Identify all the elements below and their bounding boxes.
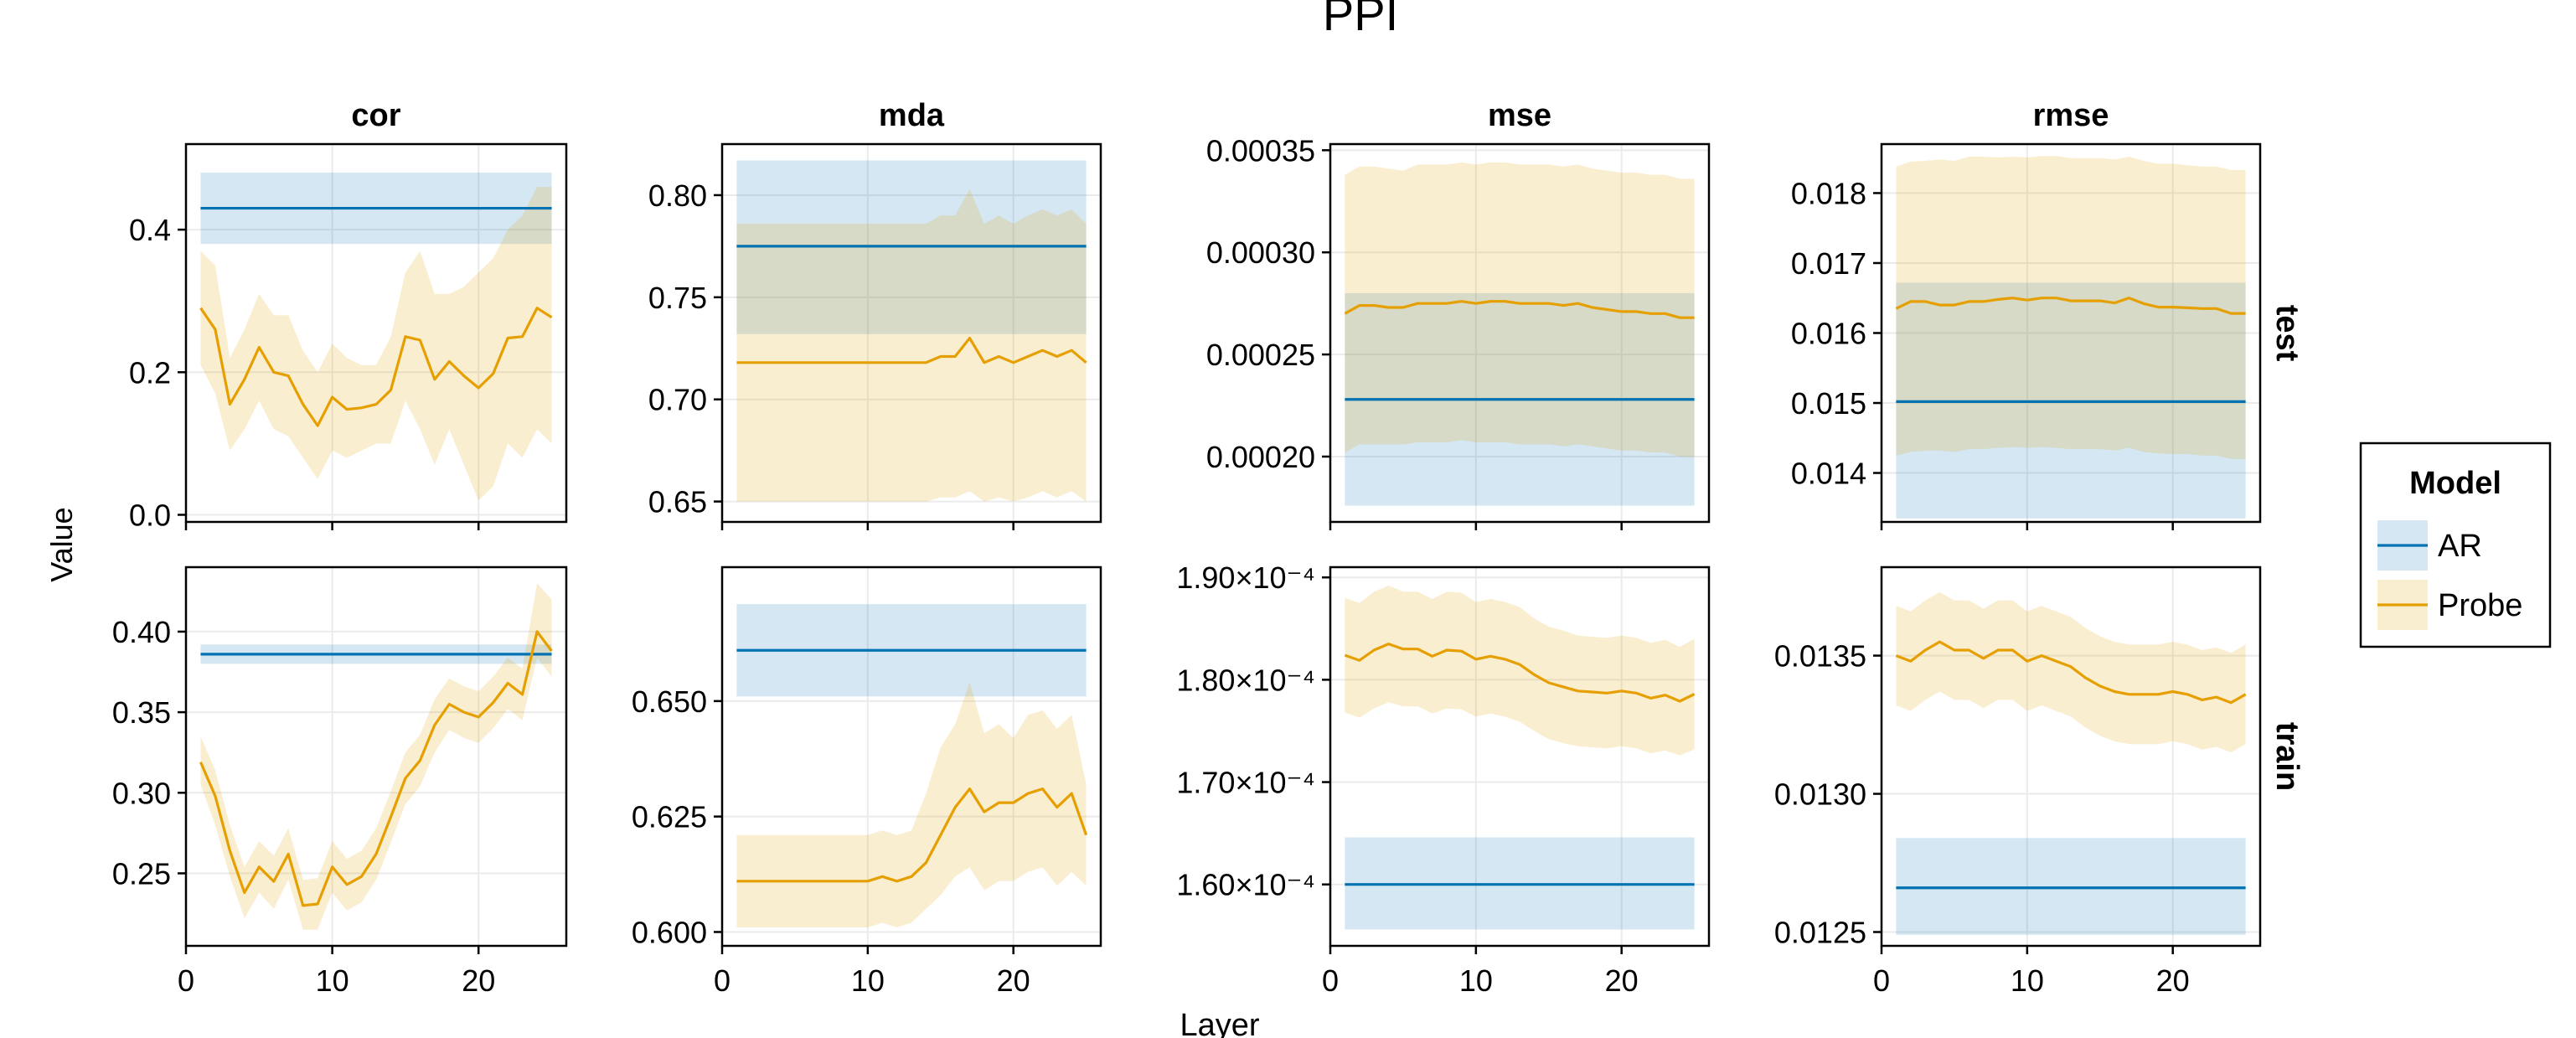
y-tick-label: 0.0 [129,498,171,532]
y-tick-label: 0.00020 [1206,440,1315,474]
probe-band [200,187,552,501]
y-tick-label: 0.600 [632,915,707,949]
x-tick-label: 20 [2156,963,2190,998]
y-tick-label: 0.00035 [1206,133,1315,168]
y-tick-label: 0.2 [129,355,171,390]
panel-frame [1329,565,1711,948]
y-tick-label: 0.017 [1791,246,1866,281]
y-tick-label: 0.0135 [1774,639,1866,674]
y-tick-label: 0.015 [1791,386,1866,421]
y-tick-label: 1.90×10⁻⁴ [1176,560,1315,595]
panel-mda-train: 0.600 0.625 0.650 0 10 20 [632,565,1102,998]
y-tick-label: 0.625 [632,800,707,834]
column-header-rmse: rmse [2033,98,2109,133]
panel-cor-train: 0.25 0.30 0.35 0.40 0 10 20 [112,565,568,998]
y-tick-label: 0.65 [648,485,707,519]
column-header-mse: mse [1488,98,1551,133]
panel-rmse-test: 0.014 0.015 0.016 0.017 0.018 [1791,142,2262,530]
x-tick-label: 20 [997,963,1030,998]
probe-band [1345,586,1695,756]
x-tick-label: 10 [851,963,885,998]
y-tick-label: 0.018 [1791,176,1866,210]
probe-line [199,630,553,907]
probe-band [736,682,1087,927]
y-tick-label: 0.00030 [1206,235,1315,270]
y-tick-label: 0.70 [648,383,707,417]
y-tick-label: 0.00025 [1206,338,1315,372]
y-tick-label: 0.75 [648,281,707,315]
x-tick-label: 0 [178,963,194,998]
y-tick-label: 0.40 [112,615,171,649]
x-tick-label: 0 [1322,963,1339,998]
panel-mse-train: 1.60×10⁻⁴ 1.70×10⁻⁴ 1.80×10⁻⁴ 1.90×10⁻⁴ 0 10 2… [1176,560,1711,998]
row-header-train: train [2269,722,2305,791]
panel-frame [184,142,568,524]
facet-headers: cor mda mse rmse test train [351,98,2305,791]
panel-frame [1329,142,1711,524]
y-tick-label: 0.0130 [1774,777,1866,812]
x-axis-label: Layer [1180,1008,1259,1038]
probe-line [1895,640,2247,705]
ar-band [1896,838,2246,935]
y-tick-label: 0.014 [1791,457,1866,491]
probe-band [1896,591,2246,753]
x-tick-label: 20 [1605,963,1639,998]
y-tick-label: 0.80 [648,178,707,213]
panel-cor-test: 0.0 0.2 0.4 [129,142,568,532]
legend-title: Model [2409,466,2501,501]
column-header-cor: cor [351,98,400,133]
panel-frame [720,565,1102,948]
probe-band [1345,162,1695,457]
row-header-test: test [2269,305,2305,362]
y-tick-label: 0.4 [129,213,171,247]
probe-line [1344,643,1696,703]
column-header-mda: mda [879,98,945,133]
y-tick-label: 1.60×10⁻⁴ [1176,868,1315,902]
panel-rmse-train: 0.0125 0.0130 0.0135 0 10 20 [1774,565,2262,998]
x-tick-label: 10 [316,963,349,998]
y-tick-label: 0.35 [112,695,171,730]
probe-line [1344,300,1695,319]
y-tick-label: 0.0125 [1774,916,1866,950]
x-tick-label: 10 [2011,963,2044,998]
probe-line [736,337,1087,364]
chart-title: PPI [1323,0,1398,40]
y-tick-label: 1.80×10⁻⁴ [1176,663,1315,697]
x-tick-label: 0 [1873,963,1890,998]
panel-mda-test: 0.65 0.70 0.75 0.80 [648,142,1102,530]
y-tick-label: 0.25 [112,856,171,891]
x-tick-label: 20 [462,963,495,998]
probe-line [1895,297,2246,315]
probe-line [736,788,1088,883]
panel-frame [720,142,1102,524]
panel-mse-test: 0.00020 0.00025 0.00030 0.00035 [1206,133,1711,530]
legend-label-probe: Probe [2438,588,2522,623]
probe-band [1896,156,2246,459]
y-tick-label: 0.650 [632,684,707,719]
panel-frame [1880,565,2262,948]
y-tick-label: 1.70×10⁻⁴ [1176,766,1315,800]
legend: Model AR Probe [2359,442,2552,648]
facet-panels: 0.00.20.40.650.700.750.800.000200.000250… [112,133,2262,998]
x-tick-label: 0 [714,963,730,998]
y-tick-label: 0.016 [1791,317,1866,351]
legend-label-ar: AR [2438,529,2482,564]
x-tick-label: 10 [1459,963,1493,998]
y-axis-label: Value [44,507,79,581]
y-tick-label: 0.30 [112,776,171,810]
panel-frame [184,565,568,948]
probe-line [199,307,553,427]
probe-band [200,583,552,930]
probe-band [736,188,1087,502]
